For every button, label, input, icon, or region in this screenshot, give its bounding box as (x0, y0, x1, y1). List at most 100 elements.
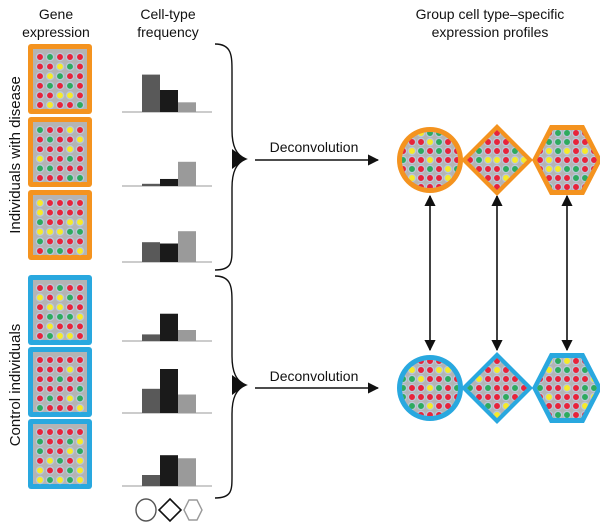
expression-dot (75, 475, 85, 485)
expression-dot (75, 100, 85, 110)
sample-expression-grid (28, 117, 92, 187)
expression-dot (483, 146, 493, 156)
expression-dot (510, 358, 520, 366)
expression-dot (501, 155, 511, 165)
expression-dot (580, 146, 590, 156)
expression-dot (75, 198, 85, 208)
brace-tip-control (232, 375, 246, 395)
expression-dot (519, 130, 527, 138)
expression-dot (501, 374, 511, 384)
expression-dot (65, 446, 75, 456)
expression-dot (35, 154, 45, 164)
expression-dot (474, 130, 484, 138)
expression-dot (553, 383, 563, 393)
expression-dot (35, 246, 45, 256)
expression-dot (45, 365, 55, 374)
expression-dot (402, 410, 408, 416)
expression-dot (452, 360, 458, 366)
expression-dot (55, 135, 65, 144)
expression-dot (35, 427, 45, 437)
expression-dot (35, 466, 45, 475)
expression-dot (571, 383, 581, 393)
header-gene-expression-line1: Gene (39, 6, 73, 22)
expression-dot (571, 137, 581, 147)
expression-dot (467, 130, 475, 138)
expression-dot (45, 198, 55, 208)
expression-dot (519, 410, 527, 418)
expression-dot (75, 456, 85, 466)
expression-dot (562, 146, 572, 156)
expression-dot (553, 358, 563, 366)
expression-dot (65, 302, 75, 312)
frequency-bar-diamond (160, 243, 178, 262)
expression-dot (580, 374, 590, 384)
expression-dot (55, 403, 65, 413)
expression-dot (425, 410, 435, 416)
expression-dot (416, 173, 426, 183)
expression-dot (45, 154, 55, 164)
expression-dot (425, 173, 435, 183)
expression-dot (553, 146, 563, 156)
expression-dot (55, 217, 65, 227)
expression-dot (75, 437, 85, 446)
expression-dot (492, 164, 502, 174)
expression-dot (407, 383, 417, 393)
expression-dot (510, 182, 520, 190)
expression-dot (35, 293, 45, 302)
expression-dot (55, 81, 65, 91)
frequency-bar-hexagon (178, 102, 196, 112)
expression-dot (45, 125, 55, 135)
expression-dot (562, 137, 572, 147)
expression-dot (45, 100, 55, 110)
expression-dot (55, 322, 65, 331)
expression-dot (65, 246, 75, 256)
expression-dot (35, 62, 45, 71)
expression-dot (45, 227, 55, 237)
expression-dot (467, 365, 475, 375)
expression-dot (35, 446, 45, 456)
expression-dot (55, 293, 65, 302)
expression-dot (75, 403, 85, 413)
group-profile-hexagon (532, 353, 600, 423)
expression-dot (35, 355, 45, 365)
expression-dot (55, 198, 65, 208)
expression-dot (45, 374, 55, 384)
expression-dot (35, 456, 45, 466)
legend-hexagon-icon (183, 499, 203, 521)
expression-dot (65, 135, 75, 144)
expression-dot (75, 125, 85, 135)
expression-dot (55, 355, 65, 365)
expression-dot (562, 410, 572, 418)
expression-dot (434, 383, 444, 393)
expression-dot (55, 365, 65, 374)
expression-dot (35, 208, 45, 217)
dynamic-layer (28, 44, 600, 489)
expression-dot (55, 466, 65, 475)
expression-dot (492, 173, 502, 183)
expression-dot (467, 137, 475, 147)
expression-dot (544, 164, 554, 174)
expression-dot (55, 227, 65, 237)
expression-dot (35, 217, 45, 227)
expression-dot (45, 384, 55, 394)
frequency-bar-circle (142, 74, 160, 112)
expression-dot (553, 164, 563, 174)
expression-dot (580, 164, 590, 174)
expression-dot (65, 384, 75, 394)
expression-dot (65, 456, 75, 466)
expression-dot (45, 427, 55, 437)
expression-dot (75, 71, 85, 81)
profile-dot-field (467, 358, 527, 418)
expression-dot (544, 383, 554, 393)
expression-dot (35, 71, 45, 81)
expression-dot (434, 164, 444, 174)
expression-dot (75, 283, 85, 293)
expression-dot (402, 383, 408, 393)
expression-dot (483, 392, 493, 402)
expression-dot (75, 246, 85, 256)
expression-dot (492, 137, 502, 147)
expression-dot (474, 383, 484, 393)
expression-dot (65, 312, 75, 322)
header-celltype-frequency-line2: frequency (137, 24, 198, 40)
expression-dot (55, 374, 65, 384)
